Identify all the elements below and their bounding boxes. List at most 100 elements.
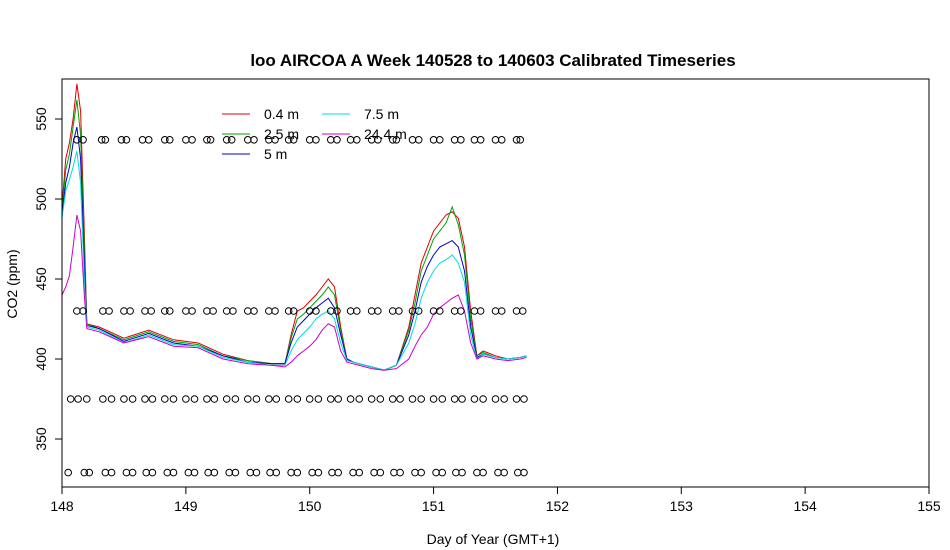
marker-point xyxy=(346,307,355,315)
marker-point xyxy=(516,136,525,144)
marker-point xyxy=(396,468,404,477)
series-line-0 xyxy=(61,83,527,371)
marker-point xyxy=(182,307,190,315)
marker-point xyxy=(250,307,258,315)
marker-point xyxy=(411,468,419,477)
marker-point xyxy=(222,395,231,403)
marker-row-3 xyxy=(64,468,528,477)
series-line-2 xyxy=(61,126,527,371)
marker-point xyxy=(79,136,87,144)
marker-point xyxy=(252,468,261,477)
marker-point xyxy=(518,307,527,315)
marker-point xyxy=(105,307,113,315)
marker-point xyxy=(429,136,438,144)
marker-point xyxy=(250,136,258,144)
marker-point xyxy=(284,395,293,403)
marker-point xyxy=(101,468,110,477)
y-tick-label: 400 xyxy=(33,347,49,371)
marker-point xyxy=(408,395,417,403)
marker-point xyxy=(252,395,261,403)
marker-point xyxy=(429,395,438,403)
marker-point xyxy=(271,307,279,315)
x-tick-label: 148 xyxy=(50,498,74,514)
marker-point xyxy=(203,136,211,144)
marker-point xyxy=(513,468,522,477)
legend-label: 24.4 m xyxy=(364,126,407,142)
marker-point xyxy=(73,307,81,315)
marker-point xyxy=(452,468,460,477)
marker-point xyxy=(206,136,215,144)
plot-area xyxy=(61,78,930,488)
x-axis: 148 149 150 151 152 153 154 155 xyxy=(50,486,941,514)
marker-point xyxy=(374,307,382,315)
marker-point xyxy=(243,136,252,144)
marker-point xyxy=(458,468,466,477)
marker-point xyxy=(395,307,403,315)
marker-point xyxy=(414,136,423,144)
marker-point xyxy=(99,395,107,403)
marker-point xyxy=(305,307,314,315)
marker-point xyxy=(203,307,211,315)
marker-point xyxy=(120,395,128,403)
marker-row-1 xyxy=(73,307,527,315)
marker-point xyxy=(374,136,382,144)
marker-point xyxy=(190,395,199,403)
marker-point xyxy=(438,468,447,477)
marker-point xyxy=(142,468,151,477)
marker-point xyxy=(432,468,440,477)
x-tick-label: 150 xyxy=(298,498,322,514)
marker-point xyxy=(512,136,521,144)
marker-point xyxy=(209,307,217,315)
marker-point xyxy=(184,468,193,477)
marker-point xyxy=(227,136,236,144)
marker-point xyxy=(491,307,500,315)
marker-point xyxy=(392,136,401,144)
marker-point xyxy=(204,468,212,477)
marker-point xyxy=(64,468,72,477)
marker-point xyxy=(190,468,199,477)
marker-point xyxy=(435,307,444,315)
marker-point xyxy=(165,307,174,315)
marker-point xyxy=(500,395,508,403)
marker-point xyxy=(388,395,397,403)
marker-point xyxy=(408,136,417,144)
legend-label: 7.5 m xyxy=(364,106,399,122)
series-line-4 xyxy=(61,214,527,371)
marker-point xyxy=(80,468,89,477)
marker-row-2 xyxy=(66,395,528,403)
marker-point xyxy=(314,468,323,477)
marker-point xyxy=(120,307,128,315)
marker-point xyxy=(305,136,314,144)
y-tick-label: 350 xyxy=(33,427,49,451)
marker-point xyxy=(243,307,252,315)
y-axis: 350 400 450 500 550 xyxy=(33,107,63,451)
marker-point xyxy=(243,395,252,403)
marker-point xyxy=(376,395,385,403)
marker-point xyxy=(334,468,343,477)
marker-point xyxy=(438,395,447,403)
marker-point xyxy=(148,468,157,477)
marker-point xyxy=(122,136,131,144)
marker-point xyxy=(266,468,274,477)
marker-point xyxy=(141,395,149,403)
marker-point xyxy=(333,136,341,144)
marker-point xyxy=(512,395,521,403)
marker-point xyxy=(417,468,425,477)
marker-point xyxy=(497,307,506,315)
marker-point xyxy=(289,307,298,315)
marker-point xyxy=(265,307,273,315)
marker-point xyxy=(355,468,364,477)
marker-point xyxy=(165,136,174,144)
chart-title: loo AIRCOA A Week 140528 to 140603 Calib… xyxy=(250,51,735,70)
marker-point xyxy=(161,307,169,315)
marker-point xyxy=(450,136,459,144)
marker-point xyxy=(388,307,397,315)
plot-frame xyxy=(61,78,930,488)
legend-label: 5 m xyxy=(264,146,287,162)
marker-point xyxy=(500,468,508,477)
marker-point xyxy=(161,395,169,403)
x-tick-label: 153 xyxy=(670,498,694,514)
marker-point xyxy=(346,395,355,403)
marker-point xyxy=(352,136,361,144)
marker-point xyxy=(491,395,500,403)
